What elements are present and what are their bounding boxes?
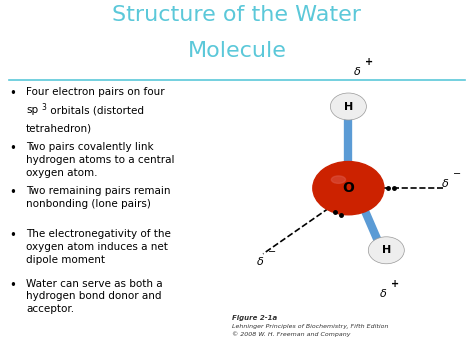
Text: © 2008 W. H. Freeman and Company: © 2008 W. H. Freeman and Company: [232, 332, 351, 337]
Text: Structure of the Water: Structure of the Water: [112, 5, 362, 25]
Text: −: −: [453, 169, 461, 179]
Text: H: H: [382, 245, 391, 255]
Text: +: +: [391, 279, 399, 289]
Text: Two pairs covalently link
hydrogen atoms to a central
oxygen atom.: Two pairs covalently link hydrogen atoms…: [26, 142, 174, 178]
Text: Water can serve as both a
hydrogen bond donor and
acceptor.: Water can serve as both a hydrogen bond …: [26, 279, 163, 314]
Text: sp: sp: [26, 105, 38, 115]
Text: •: •: [9, 229, 17, 242]
Text: O: O: [342, 181, 355, 195]
Text: Lehninger Principles of Biochemistry, Fifth Edition: Lehninger Principles of Biochemistry, Fi…: [232, 324, 389, 329]
Circle shape: [330, 93, 366, 120]
Text: Four electron pairs on four: Four electron pairs on four: [26, 87, 164, 97]
Text: $\delta$: $\delta$: [353, 65, 361, 77]
Text: tetrahedron): tetrahedron): [26, 124, 92, 134]
Text: •: •: [9, 186, 17, 200]
Text: •: •: [9, 87, 17, 100]
Text: The electronegativity of the
oxygen atom induces a net
dipole moment: The electronegativity of the oxygen atom…: [26, 229, 171, 264]
Ellipse shape: [331, 176, 346, 183]
Text: −: −: [268, 247, 276, 257]
Text: Molecule: Molecule: [188, 41, 286, 61]
Text: H: H: [344, 102, 353, 111]
Text: orbitals (distorted: orbitals (distorted: [47, 105, 144, 115]
Text: •: •: [9, 142, 17, 155]
Text: Figure 2-1a: Figure 2-1a: [232, 315, 277, 321]
Text: $\delta$: $\delta$: [441, 177, 449, 189]
Text: $\delta$: $\delta$: [256, 255, 264, 267]
Circle shape: [313, 162, 384, 215]
Text: $\delta$: $\delta$: [379, 287, 387, 299]
Text: Two remaining pairs remain
nonbonding (lone pairs): Two remaining pairs remain nonbonding (l…: [26, 186, 171, 209]
Text: 3: 3: [42, 103, 46, 112]
Text: •: •: [9, 279, 17, 292]
Circle shape: [368, 237, 404, 264]
Text: +: +: [365, 57, 373, 67]
